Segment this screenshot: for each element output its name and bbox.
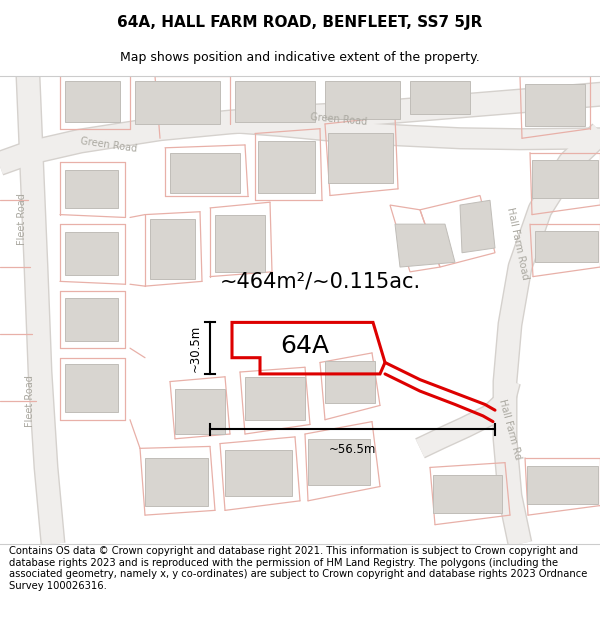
Polygon shape: [535, 231, 598, 262]
Text: Fleet Road: Fleet Road: [25, 375, 35, 427]
Polygon shape: [65, 170, 118, 208]
Text: Contains OS data © Crown copyright and database right 2021. This information is : Contains OS data © Crown copyright and d…: [9, 546, 587, 591]
Polygon shape: [325, 361, 375, 403]
Polygon shape: [308, 439, 370, 484]
Polygon shape: [532, 160, 598, 198]
Text: Green Road: Green Road: [310, 112, 368, 127]
Polygon shape: [170, 152, 240, 192]
Text: Fleet Road: Fleet Road: [17, 193, 27, 245]
Polygon shape: [65, 298, 118, 341]
Polygon shape: [328, 134, 393, 183]
Polygon shape: [245, 377, 305, 420]
Polygon shape: [65, 232, 118, 275]
Polygon shape: [527, 466, 598, 504]
Polygon shape: [145, 458, 208, 506]
Polygon shape: [235, 81, 315, 122]
Text: Green Road: Green Road: [80, 136, 138, 154]
Text: ~30.5m: ~30.5m: [189, 324, 202, 372]
Polygon shape: [135, 81, 220, 124]
Polygon shape: [65, 81, 120, 122]
Text: Map shows position and indicative extent of the property.: Map shows position and indicative extent…: [120, 51, 480, 64]
Polygon shape: [225, 450, 292, 496]
Polygon shape: [525, 84, 585, 126]
Polygon shape: [215, 214, 265, 272]
Text: Hall Farm Rd: Hall Farm Rd: [497, 398, 523, 461]
Polygon shape: [395, 224, 455, 267]
Polygon shape: [258, 141, 315, 192]
Polygon shape: [460, 200, 495, 252]
Text: Hall Farm Road: Hall Farm Road: [505, 206, 530, 281]
Polygon shape: [150, 219, 195, 279]
Text: 64A, HALL FARM ROAD, BENFLEET, SS7 5JR: 64A, HALL FARM ROAD, BENFLEET, SS7 5JR: [118, 16, 482, 31]
Text: ~464m²/~0.115ac.: ~464m²/~0.115ac.: [220, 271, 421, 291]
Polygon shape: [433, 475, 502, 513]
Text: ~56.5m: ~56.5m: [329, 442, 376, 456]
Polygon shape: [410, 81, 470, 114]
Polygon shape: [175, 389, 225, 434]
Polygon shape: [65, 364, 118, 412]
Text: 64A: 64A: [280, 334, 329, 358]
Polygon shape: [325, 81, 400, 119]
